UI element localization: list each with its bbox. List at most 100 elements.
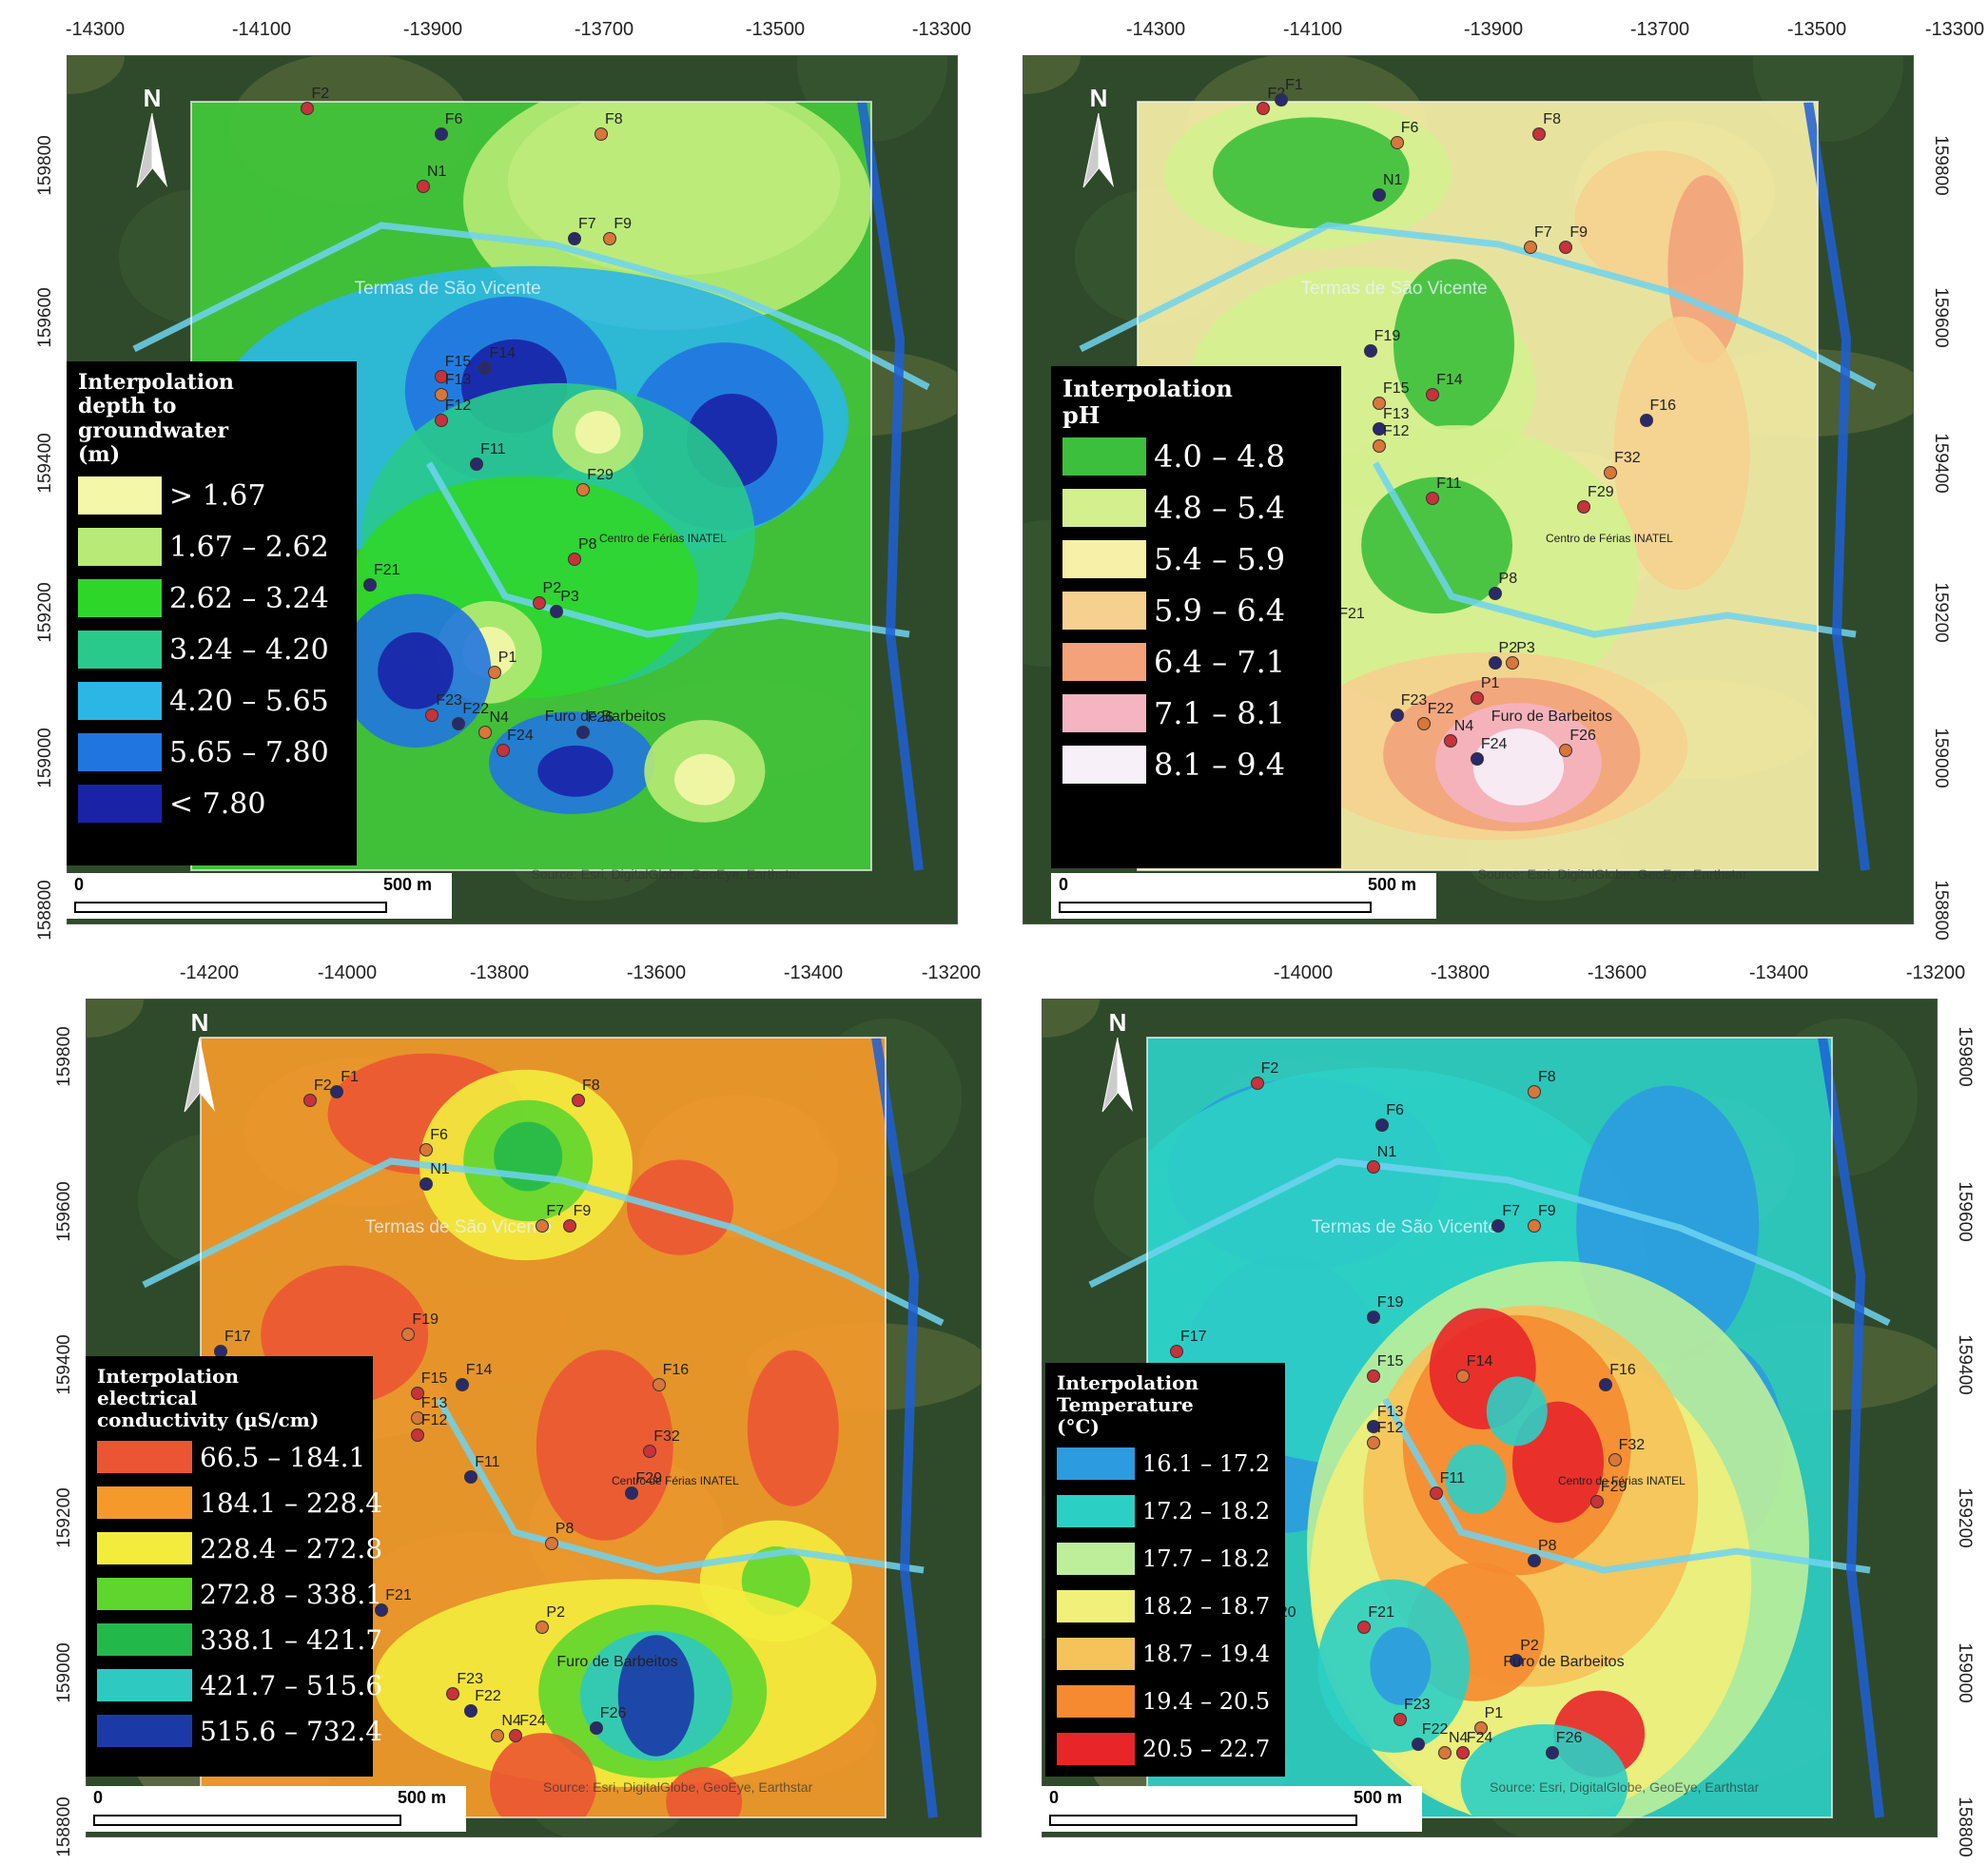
well-label: N4 xyxy=(1453,718,1474,735)
well-marker[interactable] xyxy=(487,665,501,679)
well-marker[interactable] xyxy=(1426,387,1440,401)
well-marker[interactable] xyxy=(455,1377,469,1391)
well-marker[interactable] xyxy=(603,231,617,245)
well-marker[interactable] xyxy=(1491,1218,1506,1233)
well-marker[interactable] xyxy=(417,179,430,193)
well-marker[interactable] xyxy=(1366,1436,1380,1450)
well-marker[interactable] xyxy=(562,1218,576,1233)
well-marker[interactable] xyxy=(532,595,546,610)
well-marker[interactable] xyxy=(550,604,564,618)
well-marker[interactable] xyxy=(1510,1654,1524,1668)
well-marker[interactable] xyxy=(1357,1621,1372,1634)
well-label: P2 xyxy=(1498,640,1518,657)
well-marker[interactable] xyxy=(1473,1720,1488,1735)
well-marker[interactable] xyxy=(1470,690,1484,705)
well-marker[interactable] xyxy=(434,387,448,401)
well-marker[interactable] xyxy=(1366,1160,1380,1174)
well-marker[interactable] xyxy=(1416,717,1431,731)
well-marker[interactable] xyxy=(410,1386,424,1400)
well-marker[interactable] xyxy=(1170,1344,1183,1358)
well-marker[interactable] xyxy=(1470,751,1484,766)
well-marker[interactable] xyxy=(1589,1495,1604,1508)
well-marker[interactable] xyxy=(1363,344,1377,359)
well-marker[interactable] xyxy=(452,717,466,731)
well-marker[interactable] xyxy=(1257,101,1271,115)
well-marker[interactable] xyxy=(1488,656,1502,670)
well-marker[interactable] xyxy=(625,1486,639,1501)
well-marker[interactable] xyxy=(1577,500,1591,515)
well-marker[interactable] xyxy=(1373,439,1386,454)
well-marker[interactable] xyxy=(567,231,581,245)
well-marker[interactable] xyxy=(1455,1746,1470,1759)
well-marker[interactable] xyxy=(1545,1746,1559,1759)
well-marker[interactable] xyxy=(1366,1311,1380,1325)
well-marker[interactable] xyxy=(544,1537,558,1550)
well-marker[interactable] xyxy=(1366,1419,1380,1433)
well-marker[interactable] xyxy=(375,1603,389,1618)
well-marker[interactable] xyxy=(1390,709,1404,723)
well-marker[interactable] xyxy=(643,1445,657,1459)
well-marker[interactable] xyxy=(652,1377,666,1391)
well-marker[interactable] xyxy=(1528,1218,1541,1233)
well-marker[interactable] xyxy=(536,1218,550,1233)
well-marker[interactable] xyxy=(572,1093,585,1107)
well-marker[interactable] xyxy=(401,1328,416,1341)
well-marker[interactable] xyxy=(576,483,591,496)
well-marker[interactable] xyxy=(1506,656,1520,670)
well-marker[interactable] xyxy=(410,1428,424,1442)
well-marker[interactable] xyxy=(434,370,448,384)
well-marker[interactable] xyxy=(303,1093,317,1107)
well-marker[interactable] xyxy=(1438,1746,1452,1759)
well-marker[interactable] xyxy=(567,552,581,566)
well-marker[interactable] xyxy=(1599,1377,1613,1391)
well-marker[interactable] xyxy=(1528,1084,1541,1098)
well-marker[interactable] xyxy=(594,127,608,142)
well-marker[interactable] xyxy=(410,1411,424,1425)
well-marker[interactable] xyxy=(1390,136,1404,150)
well-marker[interactable] xyxy=(1604,465,1618,479)
well-marker[interactable] xyxy=(1528,1553,1541,1567)
well-marker[interactable] xyxy=(434,127,448,142)
well-marker[interactable] xyxy=(330,1084,344,1098)
well-marker[interactable] xyxy=(1275,92,1289,107)
well-marker[interactable] xyxy=(1443,734,1457,748)
legend-entry: 4.0 – 4.8 xyxy=(1062,437,1330,476)
well-marker[interactable] xyxy=(464,1704,478,1718)
well-marker[interactable] xyxy=(1373,396,1386,410)
well-label: F26 xyxy=(587,709,614,727)
well-marker[interactable] xyxy=(478,361,493,376)
well-marker[interactable] xyxy=(1559,743,1573,757)
well-marker[interactable] xyxy=(1375,1118,1390,1132)
well-marker[interactable] xyxy=(425,709,439,723)
well-marker[interactable] xyxy=(1523,240,1537,254)
well-marker[interactable] xyxy=(419,1176,434,1191)
well-marker[interactable] xyxy=(1373,187,1386,202)
well-marker[interactable] xyxy=(301,101,315,115)
well-marker[interactable] xyxy=(434,414,448,428)
well-marker[interactable] xyxy=(497,743,511,757)
well-marker[interactable] xyxy=(491,1729,505,1743)
well-marker[interactable] xyxy=(1455,1370,1470,1383)
well-marker[interactable] xyxy=(1411,1738,1425,1752)
well-marker[interactable] xyxy=(1532,127,1547,142)
well-marker[interactable] xyxy=(470,457,484,471)
well-marker[interactable] xyxy=(576,726,591,740)
well-marker[interactable] xyxy=(536,1621,550,1634)
well-marker[interactable] xyxy=(478,726,493,740)
well-marker[interactable] xyxy=(1366,1370,1380,1383)
well-marker[interactable] xyxy=(1559,240,1573,254)
well-marker[interactable] xyxy=(464,1469,478,1484)
well-marker[interactable] xyxy=(1429,1486,1443,1501)
well-marker[interactable] xyxy=(1608,1453,1622,1467)
well-marker[interactable] xyxy=(1639,414,1653,428)
well-marker[interactable] xyxy=(1426,492,1440,506)
well-marker[interactable] xyxy=(446,1687,460,1701)
well-marker[interactable] xyxy=(362,578,377,593)
well-marker[interactable] xyxy=(509,1729,523,1743)
well-marker[interactable] xyxy=(1394,1712,1407,1726)
well-marker[interactable] xyxy=(1250,1077,1264,1090)
well-marker[interactable] xyxy=(419,1143,434,1157)
well-marker[interactable] xyxy=(1488,587,1502,601)
well-marker[interactable] xyxy=(1373,422,1386,437)
well-marker[interactable] xyxy=(589,1720,603,1735)
